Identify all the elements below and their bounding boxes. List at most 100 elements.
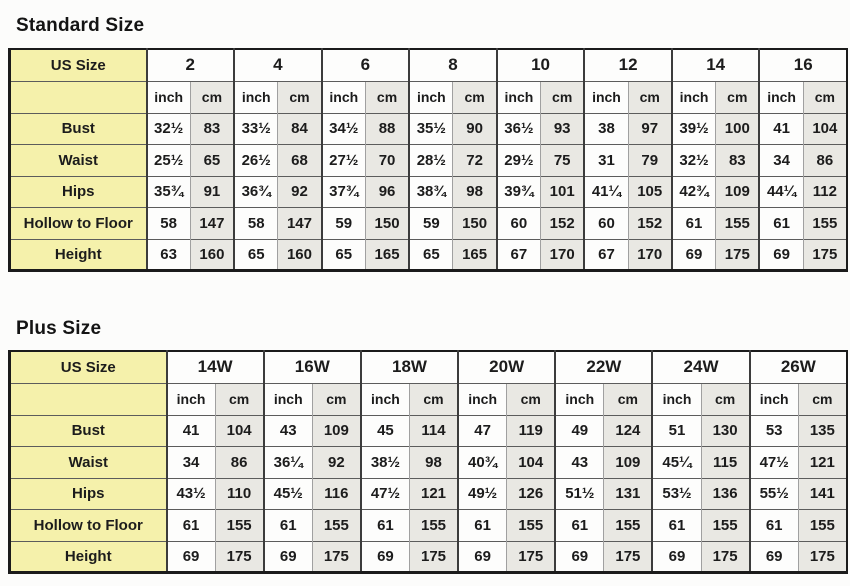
inch-value-cell: 61 [554,509,604,542]
cm-value-cell: 92 [277,175,322,208]
cm-value-cell: 70 [364,144,410,177]
cm-value-cell: 65 [189,144,235,177]
cm-value-cell: 96 [364,175,410,208]
inch-value-cell: 47½ [748,446,799,479]
cm-value-cell: 155 [506,509,556,542]
inch-value-cell: 61 [457,509,507,542]
inch-value-cell: 69 [457,540,507,573]
unit-inch-cell: inch [457,382,507,415]
inch-value-cell: 37¾ [320,175,366,208]
inch-value-cell: 36½ [495,112,541,145]
unit-inch-cell: inch [495,80,541,113]
inch-value-cell: 31 [583,144,629,177]
unit-inch-cell: inch [359,382,410,415]
cm-value-cell: 93 [540,112,585,145]
inch-value-cell: 69 [670,238,716,271]
cm-value-cell: 91 [189,175,235,208]
cm-value-cell: 175 [715,238,760,271]
measurement-row: Height 63 160 65 160 65 165 65 165 67 170 67 170 69 17… [9,238,847,271]
cm-value-cell: 155 [700,509,750,542]
inch-value-cell: 32½ [670,144,716,177]
inch-value-cell: 65 [320,238,366,271]
size-header-cell: 20W [457,350,556,383]
cm-value-cell: 131 [603,477,653,510]
unit-header-row: inch cm inch cm inch cm inch cm inch cm inch cm inch… [9,80,847,113]
inch-value-cell: 61 [165,509,216,542]
row-label-cell: Waist [9,446,167,479]
cm-value-cell: 104 [802,112,847,145]
standard-size-table: US Size 2 4 6 8 10 12 14 16 inch cm inch cm inch cm inc… [8,48,848,273]
inch-value-cell: 29½ [495,144,541,177]
size-header-cell: 10 [495,48,585,81]
size-header-cell: 12 [583,48,672,81]
inch-value-cell: 61 [262,509,313,542]
cm-value-cell: 88 [364,112,410,145]
inch-value-cell: 41¼ [583,175,629,208]
size-header-cell: 16W [262,350,361,383]
size-header-cell: 4 [233,48,322,81]
inch-value-cell: 61 [670,207,716,240]
table-body: Bust 32½ 83 33½ 84 34½ 88 35½ 90 36½ 93 38 97 39½ 100 4… [9,112,847,271]
cm-value-cell: 175 [408,540,459,573]
cm-value-cell: 98 [408,446,459,479]
inch-value-cell: 36¼ [262,446,313,479]
measurement-row: Hips 35¾ 91 36¾ 92 37¾ 96 38¾ 98 39¾ 101 41¼ 105 42¾ 1… [9,175,847,208]
measurement-row: Bust 41 104 43 109 45 114 47 119 49 124 51 130 53 135 [9,414,847,447]
inch-value-cell: 33½ [233,112,278,145]
inch-value-cell: 42¾ [670,175,716,208]
inch-value-cell: 35½ [408,112,453,145]
inch-value-cell: 34½ [320,112,366,145]
standard-size-title: Standard Size [16,15,145,36]
cm-value-cell: 175 [603,540,653,573]
inch-value-cell: 69 [651,540,702,573]
row-label-cell: Height [9,238,147,271]
unit-inch-cell: inch [262,382,313,415]
unit-cm-cell: cm [715,80,760,113]
cm-value-cell: 110 [214,477,264,510]
unit-inch-cell: inch [651,382,702,415]
cm-value-cell: 175 [802,238,847,271]
cm-value-cell: 175 [506,540,556,573]
cm-value-cell: 90 [452,112,497,145]
inch-value-cell: 58 [145,207,191,240]
inch-value-cell: 55½ [748,477,799,510]
cm-value-cell: 147 [189,207,235,240]
inch-value-cell: 43½ [165,477,216,510]
row-label-cell: Bust [9,112,147,145]
inch-value-cell: 43 [554,446,604,479]
unit-cm-cell: cm [627,80,672,113]
inch-value-cell: 26½ [233,144,278,177]
cm-value-cell: 98 [452,175,497,208]
cm-value-cell: 175 [214,540,264,573]
inch-value-cell: 51½ [554,477,604,510]
unit-cm-cell: cm [700,382,750,415]
inch-value-cell: 69 [554,540,604,573]
unit-inch-cell: inch [748,382,799,415]
inch-value-cell: 69 [748,540,799,573]
cm-value-cell: 150 [364,207,410,240]
cm-value-cell: 175 [700,540,750,573]
inch-value-cell: 45¼ [651,446,702,479]
size-header-cell: 2 [145,48,235,81]
inch-value-cell: 59 [408,207,453,240]
row-label-cell: Hips [9,175,147,208]
inch-value-cell: 49 [554,414,604,447]
size-header-cell: 14W [165,350,264,383]
inch-value-cell: 47½ [359,477,410,510]
corner-cell: US Size [9,48,147,81]
size-header-cell: 26W [748,350,847,383]
unit-inch-cell: inch [320,80,366,113]
size-header-row: US Size 14W 16W 18W 20W 22W 24W 26W [9,350,847,383]
cm-value-cell: 109 [603,446,653,479]
cm-value-cell: 126 [506,477,556,510]
inch-value-cell: 65 [408,238,453,271]
cm-value-cell: 175 [311,540,361,573]
inch-value-cell: 38½ [359,446,410,479]
unit-inch-cell: inch [758,80,804,113]
cm-value-cell: 121 [797,446,847,479]
inch-value-cell: 63 [145,238,191,271]
corner-cell: US Size [9,350,167,383]
measurement-row: Hollow to Floor 61 155 61 155 61 155 61 155 61 155… [9,509,847,542]
row-label-cell: Hollow to Floor [9,207,147,240]
row-label-cell: Height [9,540,167,573]
